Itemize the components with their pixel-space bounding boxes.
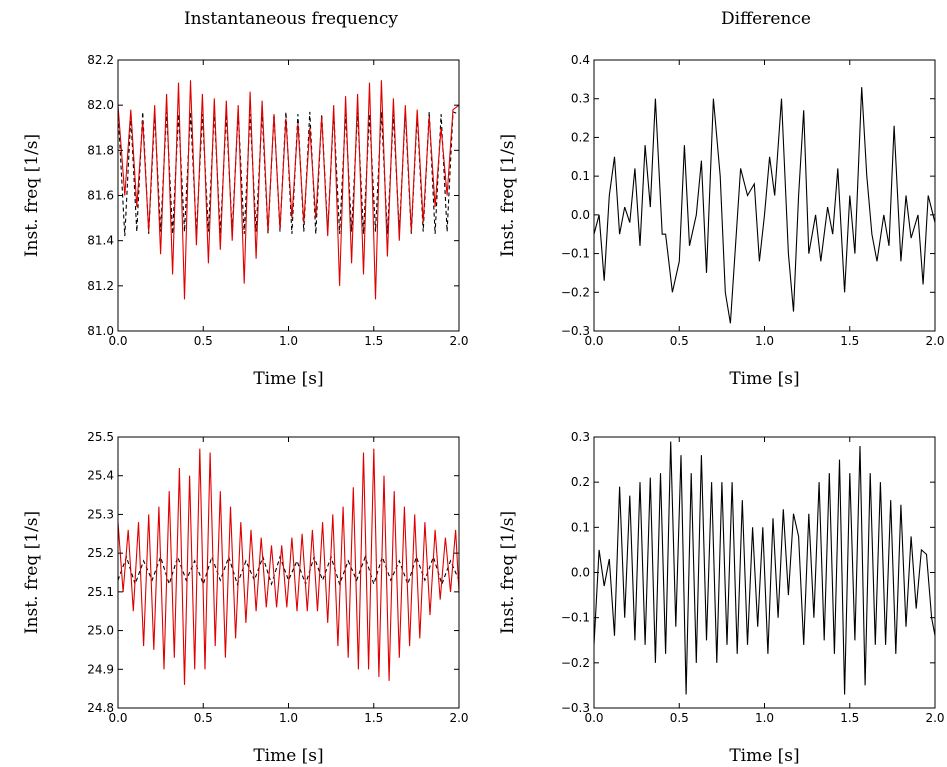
x-tick-label: 1.0: [279, 334, 298, 348]
series-line-1: [594, 441, 935, 695]
y-tick-label: −0.2: [561, 285, 590, 299]
y-tick-label: 82.2: [87, 53, 114, 67]
x-tick-label: 2.0: [449, 711, 468, 725]
column-title-right: Difference: [721, 9, 811, 29]
plot-frame: [117, 59, 460, 332]
y-tick-label: −0.3: [561, 701, 590, 715]
x-tick-label: 1.5: [364, 711, 383, 725]
y-tick-label: 24.9: [87, 662, 114, 676]
y-tick-label: −0.1: [561, 247, 590, 261]
plot-frame: [117, 436, 460, 709]
y-tick-label: −0.2: [561, 656, 590, 670]
chart-panels: 0.0 0.5 1.0 1.5 2.0 81.0 81.2 81.4 81.6 81.8 82.0 8…: [22, 53, 945, 766]
y-tick-label: 24.8: [87, 701, 114, 715]
y-tick-label: 25.2: [87, 546, 114, 560]
x-tick-label: 0.5: [670, 334, 689, 348]
x-axis-label: Time [s]: [729, 746, 799, 766]
chart-panel-4: 0.0 0.5 1.0 1.5 2.0 −0.3 −0.2 −0.1 0.0 0.1 0.2 0.3 T…: [498, 430, 945, 766]
chart-panel-3: 0.0 0.5 1.0 1.5 2.0 24.8 24.9 25.0 25.1 25.2 25.3 2…: [22, 430, 469, 766]
x-tick-label: 0.0: [584, 334, 603, 348]
y-tick-label: 81.0: [87, 324, 114, 338]
x-tick-label: 1.0: [279, 711, 298, 725]
x-tick-label: 0.0: [584, 711, 603, 725]
y-tick-label: 0.2: [571, 475, 590, 489]
y-tick-label: 25.3: [87, 507, 114, 521]
x-tick-label: 0.0: [108, 711, 127, 725]
y-tick-label: 81.6: [87, 189, 114, 203]
y-tick-label: 25.5: [87, 430, 114, 444]
y-tick-label: 81.8: [87, 143, 114, 157]
x-tick-label: 1.5: [840, 711, 859, 725]
y-axis-label: Inst. freq [1/s]: [498, 134, 518, 257]
x-axis-label: Time [s]: [729, 369, 799, 389]
y-axis-label: Inst. freq [1/s]: [22, 511, 42, 634]
series-line-2: [118, 448, 459, 685]
x-tick-label: 1.0: [755, 334, 774, 348]
y-axis-label: Inst. freq [1/s]: [498, 511, 518, 634]
x-tick-label: 2.0: [925, 711, 944, 725]
y-tick-label: −0.1: [561, 611, 590, 625]
y-tick-label: 0.3: [571, 92, 590, 106]
y-tick-label: 0.0: [571, 566, 590, 580]
y-tick-label: 0.3: [571, 430, 590, 444]
x-tick-label: 0.5: [194, 334, 213, 348]
x-tick-label: 0.5: [194, 711, 213, 725]
y-tick-label: 0.2: [571, 130, 590, 144]
plot-frame: [593, 59, 936, 332]
y-tick-label: 25.4: [87, 469, 114, 483]
y-tick-label: 81.2: [87, 279, 114, 293]
chart-panel-1: 0.0 0.5 1.0 1.5 2.0 81.0 81.2 81.4 81.6 81.8 82.0 8…: [22, 53, 469, 389]
x-tick-label: 1.5: [840, 334, 859, 348]
y-tick-label: 0.1: [571, 520, 590, 534]
y-tick-label: 82.0: [87, 98, 114, 112]
y-tick-label: 0.1: [571, 169, 590, 183]
column-title-left: Instantaneous frequency: [184, 9, 398, 29]
y-tick-label: 25.0: [87, 624, 114, 638]
y-tick-label: 25.1: [87, 585, 114, 599]
x-tick-label: 2.0: [925, 334, 944, 348]
y-tick-label: 0.0: [571, 208, 590, 222]
x-axis-label: Time [s]: [253, 369, 323, 389]
series-line-2: [118, 80, 459, 300]
x-tick-label: 1.5: [364, 334, 383, 348]
x-tick-label: 1.0: [755, 711, 774, 725]
x-tick-label: 0.5: [670, 711, 689, 725]
chart-panel-2: 0.0 0.5 1.0 1.5 2.0 −0.3 −0.2 −0.1 0.0 0.1 0.2 0.3 0…: [498, 53, 945, 389]
x-tick-label: 2.0: [449, 334, 468, 348]
series-line-1: [594, 87, 935, 324]
y-tick-label: 81.4: [87, 234, 114, 248]
y-tick-label: 0.4: [571, 53, 590, 67]
x-axis-label: Time [s]: [253, 746, 323, 766]
y-tick-label: −0.3: [561, 324, 590, 338]
y-axis-label: Inst. freq [1/s]: [22, 134, 42, 257]
x-tick-label: 0.0: [108, 334, 127, 348]
